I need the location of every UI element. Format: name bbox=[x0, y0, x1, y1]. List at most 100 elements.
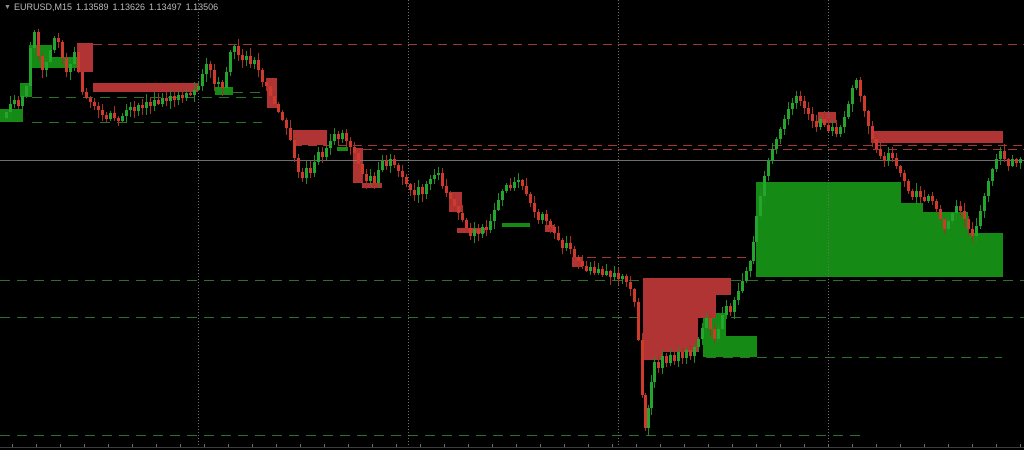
demand-zone[interactable] bbox=[502, 223, 530, 227]
candle-body bbox=[577, 257, 580, 261]
candle-body bbox=[927, 196, 930, 201]
candle-body bbox=[867, 111, 870, 126]
candle-body bbox=[469, 228, 472, 236]
time-axis-tick bbox=[900, 444, 901, 447]
supply-zone[interactable] bbox=[93, 83, 198, 92]
candle-body bbox=[1011, 159, 1014, 166]
supply-zone[interactable] bbox=[818, 112, 836, 123]
demand-zone[interactable] bbox=[968, 233, 1003, 277]
time-axis-tick bbox=[204, 444, 205, 447]
candle-body bbox=[745, 271, 748, 281]
candle-body bbox=[257, 60, 260, 70]
candle-body bbox=[955, 206, 958, 213]
candle-body bbox=[939, 209, 942, 219]
candle-body bbox=[803, 101, 806, 108]
candle-body bbox=[755, 216, 758, 242]
candle-body bbox=[281, 112, 284, 120]
ohlc-open-value: 1.13589 bbox=[75, 2, 109, 12]
candle-body bbox=[221, 82, 224, 88]
candle-body bbox=[125, 110, 128, 116]
candle-body bbox=[489, 221, 492, 230]
candle-body bbox=[891, 153, 894, 158]
demand-zone[interactable] bbox=[52, 57, 77, 68]
supply-zone[interactable] bbox=[362, 183, 382, 188]
candle-body bbox=[401, 171, 404, 177]
candle-body bbox=[277, 104, 280, 112]
time-axis-tick bbox=[852, 444, 853, 447]
candle-body bbox=[49, 50, 52, 62]
time-axis-tick bbox=[36, 444, 37, 447]
supply-zone[interactable] bbox=[716, 278, 731, 295]
supply-zone[interactable] bbox=[643, 278, 663, 360]
demand-level-line[interactable] bbox=[0, 317, 1024, 318]
demand-zone[interactable] bbox=[215, 87, 233, 95]
candle-body bbox=[517, 180, 520, 182]
supply-zone[interactable] bbox=[572, 257, 582, 267]
candle-wick bbox=[828, 117, 829, 133]
supply-zone[interactable] bbox=[293, 130, 327, 145]
candle-body bbox=[413, 190, 416, 195]
candle-body bbox=[701, 328, 704, 339]
candle-body bbox=[959, 206, 962, 211]
candle-body bbox=[181, 95, 184, 98]
candle-body bbox=[895, 158, 898, 166]
candle-body bbox=[85, 92, 88, 98]
candle-body bbox=[345, 133, 348, 141]
demand-zone[interactable] bbox=[726, 336, 757, 357]
candle-body bbox=[121, 116, 124, 121]
supply-level-line[interactable] bbox=[572, 257, 751, 258]
candle-body bbox=[963, 211, 966, 219]
candle-body bbox=[201, 74, 204, 86]
candle-body bbox=[752, 242, 755, 261]
demand-zone[interactable] bbox=[901, 203, 923, 277]
supply-zone[interactable] bbox=[698, 278, 716, 318]
candle-body bbox=[693, 347, 696, 356]
candle-body bbox=[995, 159, 998, 169]
candle-body bbox=[357, 153, 360, 164]
candle-body bbox=[549, 221, 552, 227]
candle-body bbox=[1003, 151, 1006, 159]
candle-body bbox=[983, 196, 986, 211]
candle-body bbox=[261, 70, 264, 82]
supply-level-line[interactable] bbox=[93, 44, 1024, 45]
candle-body bbox=[385, 161, 388, 166]
demand-level-line[interactable] bbox=[32, 122, 262, 123]
candle-wick bbox=[606, 263, 607, 277]
candle-body bbox=[795, 96, 798, 103]
demand-level-line[interactable] bbox=[0, 280, 1024, 281]
candle-body bbox=[373, 176, 376, 183]
candle-body bbox=[473, 229, 476, 236]
candle-body bbox=[173, 96, 176, 100]
demand-level-line[interactable] bbox=[233, 92, 263, 93]
candle-body bbox=[855, 80, 858, 88]
candle-body bbox=[935, 201, 938, 209]
candle-body bbox=[971, 229, 974, 236]
demand-level-line[interactable] bbox=[32, 97, 262, 98]
candle-body bbox=[669, 355, 672, 363]
demand-level-line[interactable] bbox=[0, 435, 862, 436]
demand-zone[interactable] bbox=[337, 147, 348, 151]
supply-zone[interactable] bbox=[77, 43, 93, 72]
candle-body bbox=[29, 48, 32, 86]
supply-zone[interactable] bbox=[871, 131, 1003, 143]
supply-level-line[interactable] bbox=[293, 145, 1024, 146]
supply-level-line[interactable] bbox=[363, 149, 1024, 150]
candle-body bbox=[241, 55, 244, 60]
candle-body bbox=[97, 106, 100, 110]
supply-zone[interactable] bbox=[267, 78, 277, 108]
candle-body bbox=[145, 102, 148, 108]
candle-body bbox=[979, 211, 982, 226]
candle-body bbox=[975, 226, 978, 236]
time-axis-tick bbox=[876, 444, 877, 447]
candle-body bbox=[713, 329, 716, 339]
demand-level-line[interactable] bbox=[706, 357, 1002, 358]
candle-body bbox=[417, 187, 420, 195]
candle-body bbox=[759, 196, 762, 216]
candle-body bbox=[529, 194, 532, 203]
supply-zone[interactable] bbox=[663, 278, 698, 352]
candle-body bbox=[509, 185, 512, 188]
candle-body bbox=[637, 302, 640, 340]
candle-body bbox=[13, 100, 16, 104]
